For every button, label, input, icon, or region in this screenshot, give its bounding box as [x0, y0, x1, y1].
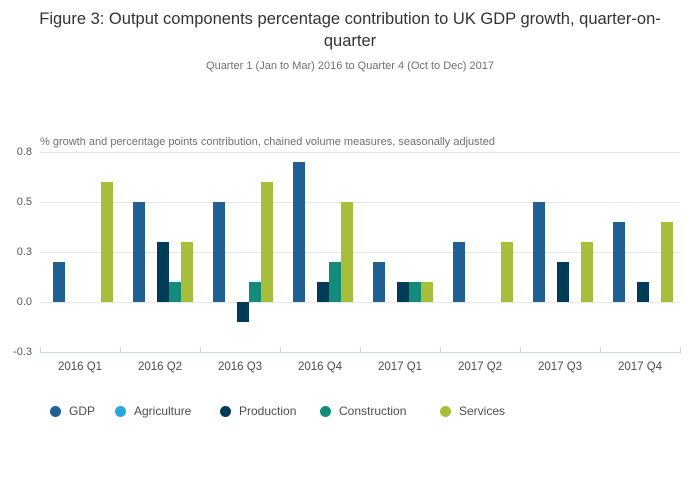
- bar-production-2017-q4[interactable]: [637, 282, 649, 302]
- agriculture-legend-marker-icon: [115, 405, 126, 417]
- legend-item-agriculture[interactable]: Agriculture: [115, 404, 191, 418]
- legend-label-agriculture: Agriculture: [134, 404, 192, 418]
- x-axis-tick: [600, 347, 601, 353]
- bar-production-2016-q3[interactable]: [237, 302, 249, 322]
- services-legend-marker-icon: [440, 405, 451, 417]
- y-tick-label-0.0: 0.0: [16, 296, 32, 308]
- bar-gdp-2017-q1[interactable]: [373, 262, 385, 302]
- bar-services-2017-q1[interactable]: [421, 282, 433, 302]
- x-tick-label-2017-q3: 2017 Q3: [537, 361, 583, 373]
- gridline-0.5: [40, 202, 680, 203]
- x-axis-tick: [280, 347, 281, 353]
- bar-production-2016-q4[interactable]: [317, 282, 329, 302]
- gridline-0.0: [40, 302, 680, 303]
- bar-gdp-2016-q3[interactable]: [213, 202, 225, 302]
- bar-services-2017-q3[interactable]: [581, 242, 593, 302]
- x-tick-label-2016-q1: 2016 Q1: [57, 361, 103, 373]
- bar-services-2017-q4[interactable]: [661, 222, 673, 302]
- bar-gdp-2016-q4[interactable]: [293, 162, 305, 302]
- x-axis-tick: [360, 347, 361, 353]
- x-axis-tick: [520, 347, 521, 353]
- bar-services-2016-q4[interactable]: [341, 202, 353, 302]
- y-tick-label-0.3: 0.3: [16, 246, 32, 258]
- bar-construction-2017-q1[interactable]: [409, 282, 421, 302]
- gridline-0.3: [40, 252, 680, 253]
- legend-item-production[interactable]: Production: [220, 404, 296, 418]
- bar-services-2016-q1[interactable]: [101, 182, 113, 302]
- bar-services-2016-q2[interactable]: [181, 242, 193, 302]
- legend-label-construction: Construction: [339, 404, 407, 418]
- gridline-0.8: [40, 152, 680, 153]
- bar-services-2016-q3[interactable]: [261, 182, 273, 302]
- legend-item-services[interactable]: Services: [440, 404, 505, 418]
- legend-label-services: Services: [459, 404, 506, 418]
- x-tick-label-2016-q3: 2016 Q3: [217, 361, 263, 373]
- chart-subtitle: Quarter 1 (Jan to Mar) 2016 to Quarter 4…: [206, 60, 494, 72]
- y-tick-label-0.5: 0.5: [16, 196, 32, 208]
- gdp-legend-marker-icon: [50, 405, 61, 417]
- x-tick-label-2016-q2: 2016 Q2: [137, 361, 183, 373]
- bar-gdp-2016-q1[interactable]: [53, 262, 65, 302]
- bar-production-2017-q3[interactable]: [557, 262, 569, 302]
- bar-gdp-2017-q2[interactable]: [453, 242, 465, 302]
- bar-production-2016-q2[interactable]: [157, 242, 169, 302]
- bar-construction-2016-q4[interactable]: [329, 262, 341, 302]
- x-axis-tick: [440, 347, 441, 353]
- bar-gdp-2016-q2[interactable]: [133, 202, 145, 302]
- y-axis-unit-note: % growth and percentage points contribut…: [40, 136, 495, 148]
- legend-label-gdp: GDP: [69, 404, 96, 418]
- x-tick-label-2017-q1: 2017 Q1: [377, 361, 423, 373]
- x-axis-tick: [200, 347, 201, 353]
- x-tick-label-2017-q2: 2017 Q2: [457, 361, 503, 373]
- x-axis-tick: [680, 347, 681, 353]
- legend-item-gdp[interactable]: GDP: [50, 404, 95, 418]
- bar-construction-2016-q2[interactable]: [169, 282, 181, 302]
- y-tick-label--0.3: -0.3: [13, 346, 32, 358]
- production-legend-marker-icon: [220, 405, 231, 417]
- bar-gdp-2017-q3[interactable]: [533, 202, 545, 302]
- chart-title: Figure 3: Output components percentage c…: [39, 10, 661, 51]
- legend-label-production: Production: [239, 404, 297, 418]
- bar-gdp-2017-q4[interactable]: [613, 222, 625, 302]
- x-axis-tick: [40, 347, 41, 353]
- bar-production-2017-q1[interactable]: [397, 282, 409, 302]
- bar-construction-2016-q3[interactable]: [249, 282, 261, 302]
- construction-legend-marker-icon: [320, 405, 331, 417]
- x-axis-tick: [120, 347, 121, 353]
- legend-item-construction[interactable]: Construction: [320, 404, 406, 418]
- x-tick-label-2017-q4: 2017 Q4: [617, 361, 663, 373]
- y-tick-label-0.8: 0.8: [16, 146, 32, 158]
- bar-services-2017-q2[interactable]: [501, 242, 513, 302]
- x-tick-label-2016-q4: 2016 Q4: [297, 361, 343, 373]
